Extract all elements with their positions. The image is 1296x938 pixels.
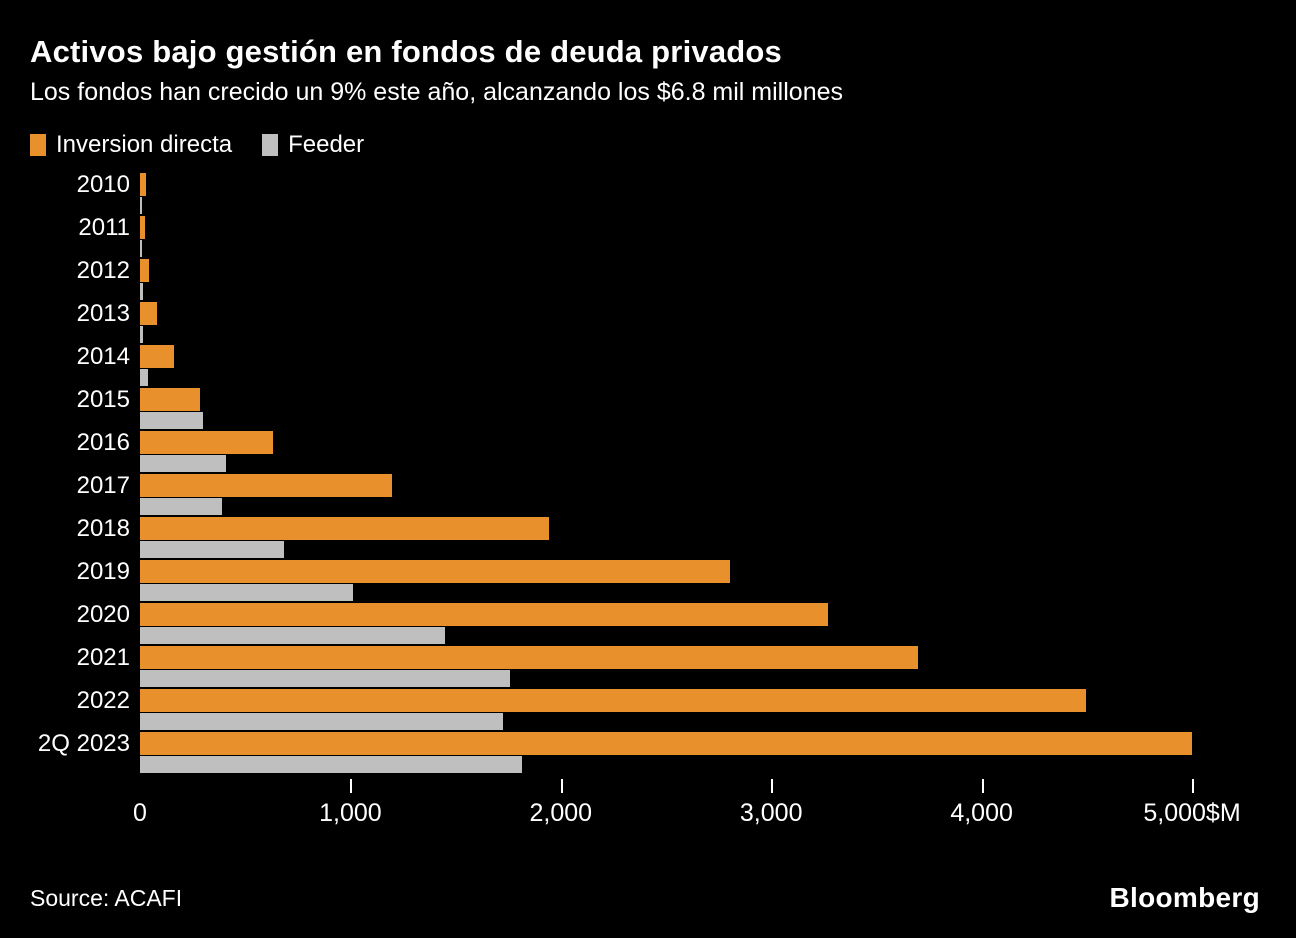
bar-inversion-directa: [140, 688, 1086, 712]
bar-feeder: [140, 755, 522, 773]
bar-group: [140, 301, 1250, 345]
x-axis-tick-mark: [1192, 778, 1194, 793]
legend-swatch-feeder-icon: [262, 133, 279, 156]
bar-inversion-directa: [140, 516, 550, 540]
chart-row: 2011: [30, 213, 1266, 259]
legend-swatch-inversion-directa-icon: [30, 133, 46, 156]
category-label: 2022: [76, 686, 130, 714]
chart-row: 2013: [30, 299, 1266, 345]
bar-group: [140, 473, 1250, 517]
chart-row: 2017: [30, 471, 1266, 517]
x-axis-tick-label: 1,000: [319, 798, 382, 827]
x-axis-tick-mark: [981, 778, 984, 793]
bar-feeder: [140, 712, 503, 730]
chart-row: 2016: [30, 428, 1266, 474]
category-label: 2013: [76, 299, 130, 327]
category-label: 2014: [76, 342, 130, 370]
bar-inversion-directa: [140, 559, 731, 583]
category-label: 2018: [76, 514, 130, 542]
bar-feeder: [140, 540, 285, 558]
bar-group: [140, 602, 1250, 646]
bar-group: [140, 387, 1250, 431]
chart-row: 2020: [30, 600, 1266, 646]
bar-group: [140, 559, 1250, 603]
x-axis: 0 1,000 2,000 3,000 4,000 5,000$M: [133, 777, 1250, 833]
bar-inversion-directa: [140, 344, 174, 368]
bar-inversion-directa: [140, 387, 200, 411]
bar-feeder: [140, 583, 353, 601]
x-axis-tick-mark: [560, 778, 563, 793]
category-label: 2011: [78, 213, 130, 241]
category-label: 2015: [76, 385, 130, 413]
bar-feeder: [140, 497, 223, 515]
bar-inversion-directa: [140, 602, 828, 626]
bar-feeder: [140, 626, 446, 644]
bar-feeder: [140, 325, 144, 343]
bar-group: [140, 344, 1250, 388]
bar-group: [140, 516, 1250, 560]
legend-label-feeder: Feeder: [288, 130, 365, 158]
bar-inversion-directa: [140, 731, 1192, 755]
bar-chart: 2010 2011 2012 2013 2014 2015 2016 2017 2018 2019…: [30, 170, 1266, 775]
category-label: 2017: [76, 471, 130, 499]
bar-inversion-directa: [140, 473, 393, 497]
chart-row: 2012: [30, 256, 1266, 302]
chart-subtitle: Los fondos han crecido un 9% este año, a…: [30, 77, 844, 106]
category-label: 2021: [76, 643, 130, 671]
source-note: Source: ACAFI: [30, 885, 183, 911]
bar-feeder: [140, 368, 149, 386]
bar-group: [140, 731, 1250, 775]
chart-row: 2021: [30, 643, 1266, 689]
legend-label-inversion-directa: Inversion directa: [56, 130, 233, 158]
legend-item-feeder: Feeder: [262, 131, 364, 159]
bar-feeder: [140, 196, 142, 214]
bar-group: [140, 258, 1250, 302]
legend-item-inversion-directa: Inversion directa: [30, 131, 232, 159]
chart-row: 2018: [30, 514, 1266, 560]
bar-group: [140, 215, 1250, 259]
x-axis-tick-mark: [350, 778, 353, 793]
chart-title: Activos bajo gestión en fondos de deuda …: [30, 34, 782, 69]
chart-row: 2015: [30, 385, 1266, 431]
legend: Inversion directa Feeder: [30, 131, 1266, 159]
bar-feeder: [140, 454, 227, 472]
bar-inversion-directa: [140, 645, 919, 669]
x-axis-tick-mark: [771, 778, 774, 793]
bar-group: [140, 430, 1250, 474]
x-axis-tick-label: 5,000$M: [1143, 798, 1241, 827]
bar-inversion-directa: [140, 430, 273, 454]
x-axis-tick-label: 0: [133, 798, 147, 827]
bar-inversion-directa: [140, 258, 150, 282]
bar-group: [140, 688, 1250, 732]
bar-inversion-directa: [140, 301, 157, 325]
category-label: 2016: [76, 428, 130, 456]
chart-row: 2010: [30, 170, 1266, 216]
bar-feeder: [140, 282, 143, 300]
x-axis-tick-label: 4,000: [950, 798, 1013, 827]
category-label: 2012: [76, 256, 130, 284]
bar-group: [140, 645, 1250, 689]
category-label: 2020: [76, 600, 130, 628]
x-axis-tick-label: 2,000: [529, 798, 593, 827]
bar-inversion-directa: [140, 172, 147, 196]
category-label: 2Q 2023: [37, 729, 130, 757]
category-label: 2019: [76, 557, 130, 585]
chart-row: 2019: [30, 557, 1266, 603]
bar-feeder: [140, 669, 511, 687]
chart-row: 2022: [30, 686, 1266, 732]
bloomberg-logo: Bloomberg: [1109, 882, 1260, 913]
chart-row: 2Q 2023: [30, 729, 1266, 775]
bar-feeder: [140, 239, 142, 257]
bar-group: [140, 172, 1250, 216]
bar-feeder: [140, 411, 204, 429]
category-label: 2010: [76, 170, 130, 198]
chart-row: 2014: [30, 342, 1266, 388]
bar-inversion-directa: [140, 215, 146, 239]
x-axis-tick-label: 3,000: [739, 798, 803, 827]
